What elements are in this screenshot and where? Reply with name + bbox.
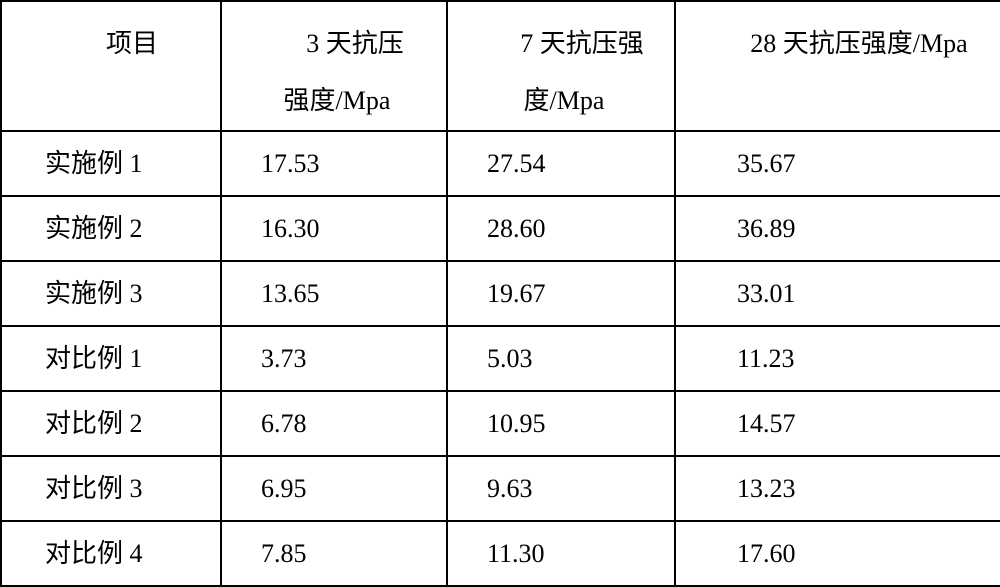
row-val-28day: 36.89 xyxy=(675,196,1000,261)
col-header-line1: 28 天抗压强度/Mpa xyxy=(677,15,999,72)
row-label: 实施例 1 xyxy=(1,131,221,196)
col-header-line1: 3 天抗压 xyxy=(223,15,445,72)
row-val-28day: 14.57 xyxy=(675,391,1000,456)
row-val-7day: 11.30 xyxy=(447,521,675,586)
row-val-7day: 5.03 xyxy=(447,326,675,391)
row-val-28day: 35.67 xyxy=(675,131,1000,196)
row-label: 对比例 4 xyxy=(1,521,221,586)
row-val-3day: 17.53 xyxy=(221,131,447,196)
col-header-line1: 7 天抗压强 xyxy=(449,15,673,72)
row-label: 对比例 1 xyxy=(1,326,221,391)
col-header-28day: 28 天抗压强度/Mpa xyxy=(675,1,1000,131)
row-val-3day: 13.65 xyxy=(221,261,447,326)
row-val-28day: 13.23 xyxy=(675,456,1000,521)
data-table: 项目 3 天抗压 强度/Mpa 7 天抗压强 度/Mpa 28 天抗压强度/Mp… xyxy=(0,0,1000,587)
row-label: 实施例 2 xyxy=(1,196,221,261)
row-val-28day: 33.01 xyxy=(675,261,1000,326)
row-val-3day: 6.78 xyxy=(221,391,447,456)
col-header-line2: 度/Mpa xyxy=(449,72,673,129)
row-val-28day: 17.60 xyxy=(675,521,1000,586)
row-label: 实施例 3 xyxy=(1,261,221,326)
row-val-7day: 28.60 xyxy=(447,196,675,261)
table-header-row: 项目 3 天抗压 强度/Mpa 7 天抗压强 度/Mpa 28 天抗压强度/Mp… xyxy=(1,1,1000,131)
table-row: 对比例 2 6.78 10.95 14.57 xyxy=(1,391,1000,456)
row-val-7day: 19.67 xyxy=(447,261,675,326)
row-label: 对比例 2 xyxy=(1,391,221,456)
col-header-item: 项目 xyxy=(1,1,221,131)
table-container: 项目 3 天抗压 强度/Mpa 7 天抗压强 度/Mpa 28 天抗压强度/Mp… xyxy=(0,0,1000,551)
table-row: 对比例 4 7.85 11.30 17.60 xyxy=(1,521,1000,586)
col-header-7day: 7 天抗压强 度/Mpa xyxy=(447,1,675,131)
row-val-7day: 9.63 xyxy=(447,456,675,521)
row-val-3day: 16.30 xyxy=(221,196,447,261)
table-row: 对比例 1 3.73 5.03 11.23 xyxy=(1,326,1000,391)
row-val-28day: 11.23 xyxy=(675,326,1000,391)
col-header-line2: 强度/Mpa xyxy=(223,72,445,129)
row-label: 对比例 3 xyxy=(1,456,221,521)
row-val-7day: 10.95 xyxy=(447,391,675,456)
row-val-3day: 6.95 xyxy=(221,456,447,521)
table-row: 实施例 3 13.65 19.67 33.01 xyxy=(1,261,1000,326)
table-row: 实施例 2 16.30 28.60 36.89 xyxy=(1,196,1000,261)
col-header-line1: 项目 xyxy=(3,15,219,72)
row-val-3day: 3.73 xyxy=(221,326,447,391)
col-header-3day: 3 天抗压 强度/Mpa xyxy=(221,1,447,131)
row-val-3day: 7.85 xyxy=(221,521,447,586)
table-row: 对比例 3 6.95 9.63 13.23 xyxy=(1,456,1000,521)
row-val-7day: 27.54 xyxy=(447,131,675,196)
table-row: 实施例 1 17.53 27.54 35.67 xyxy=(1,131,1000,196)
